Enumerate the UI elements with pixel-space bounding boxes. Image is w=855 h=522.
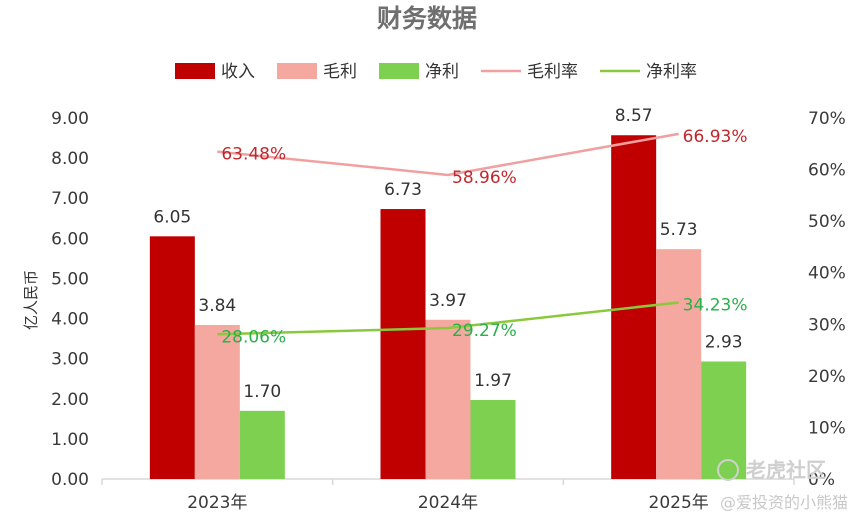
- legend-swatch: [277, 63, 317, 79]
- line-data-label: 28.06%: [221, 327, 286, 347]
- line-series: [217, 132, 679, 336]
- y-tick-label: 7.00: [51, 189, 89, 209]
- bar-data-label: 1.70: [243, 382, 281, 402]
- line-data-label: 63.48%: [221, 145, 286, 165]
- chart-title: 财务数据: [377, 4, 477, 33]
- y-axis-label: 亿人民币: [22, 270, 40, 330]
- legend-label: 收入: [221, 62, 255, 82]
- line-data-label: 29.27%: [452, 321, 517, 341]
- y2-tick-label: 70%: [808, 109, 846, 129]
- legend-label: 净利率: [646, 62, 697, 82]
- legend-label: 毛利率: [527, 62, 578, 82]
- bar-毛利-2023年: [194, 324, 240, 479]
- x-tick-label: 2023年: [187, 493, 247, 513]
- bar-净利-2023年: [239, 410, 285, 479]
- bar-data-label: 1.97: [474, 371, 512, 391]
- legend-label: 净利: [425, 62, 459, 82]
- y-axis-right: 0% 10% 20% 30% 40% 50% 60% 70%: [808, 109, 846, 490]
- bar-data-label: 5.73: [660, 220, 698, 240]
- bar-data-label: 6.73: [384, 180, 422, 200]
- line-毛利率: [217, 132, 679, 177]
- x-tick-label: 2025年: [649, 493, 709, 513]
- y-tick-label: 9.00: [51, 109, 89, 129]
- x-axis: 2023年 2024年 2025年: [187, 493, 709, 513]
- x-tick-label: 2024年: [418, 493, 478, 513]
- bar-series: [149, 135, 747, 479]
- watermark-author: @爱投资的小熊猫: [720, 493, 848, 512]
- line-data-label: 58.96%: [452, 168, 517, 188]
- y2-tick-label: 20%: [808, 367, 846, 387]
- bar-data-label: 2.93: [705, 332, 743, 352]
- y-tick-label: 5.00: [51, 269, 89, 289]
- watermark-brand: 老虎社区: [746, 458, 826, 482]
- bar-收入-2023年: [149, 236, 195, 479]
- y-axis-left: 0.00 1.00 2.00 3.00 4.00 5.00 6.00 7.00 8.00 9.00: [51, 109, 89, 490]
- y2-tick-label: 0%: [808, 470, 835, 490]
- legend-label: 毛利: [323, 62, 357, 82]
- y-tick-label: 8.00: [51, 149, 89, 169]
- legend-swatch: [379, 63, 419, 79]
- y-tick-label: 1.00: [51, 430, 89, 450]
- bar-净利-2025年: [701, 361, 747, 479]
- line-data-label: 34.23%: [683, 295, 748, 315]
- bar-收入-2024年: [380, 209, 426, 479]
- y-tick-label: 0.00: [51, 470, 89, 490]
- y2-tick-label: 40%: [808, 264, 846, 284]
- y2-tick-label: 60%: [808, 161, 846, 181]
- y-tick-label: 2.00: [51, 390, 89, 410]
- y-tick-label: 3.00: [51, 350, 89, 370]
- y2-tick-label: 30%: [808, 315, 846, 335]
- legend: 收入 毛利 净利 毛利率 净利率: [175, 62, 697, 82]
- y2-tick-label: 50%: [808, 212, 846, 232]
- watermark: 老虎社区 @爱投资的小熊猫: [717, 458, 848, 512]
- bar-净利-2024年: [470, 399, 516, 479]
- data-labels: 6.05 6.73 8.57 3.84 3.97 5.73 1.70 1.97 2.93 63.4…: [153, 106, 747, 402]
- bar-data-label: 3.84: [198, 296, 236, 316]
- bar-data-label: 3.97: [429, 291, 467, 311]
- y-tick-label: 6.00: [51, 229, 89, 249]
- bar-data-label: 6.05: [153, 207, 191, 227]
- legend-swatch: [175, 63, 215, 79]
- bar-data-label: 8.57: [615, 106, 653, 126]
- bar-毛利-2025年: [656, 249, 702, 479]
- y-tick-label: 4.00: [51, 310, 89, 330]
- line-data-label: 66.93%: [683, 127, 748, 147]
- watermark-logo-icon: [717, 459, 739, 481]
- y2-tick-label: 10%: [808, 418, 846, 438]
- bar-毛利-2024年: [425, 319, 471, 479]
- line-净利率: [217, 301, 679, 336]
- plot-grid: [101, 478, 795, 485]
